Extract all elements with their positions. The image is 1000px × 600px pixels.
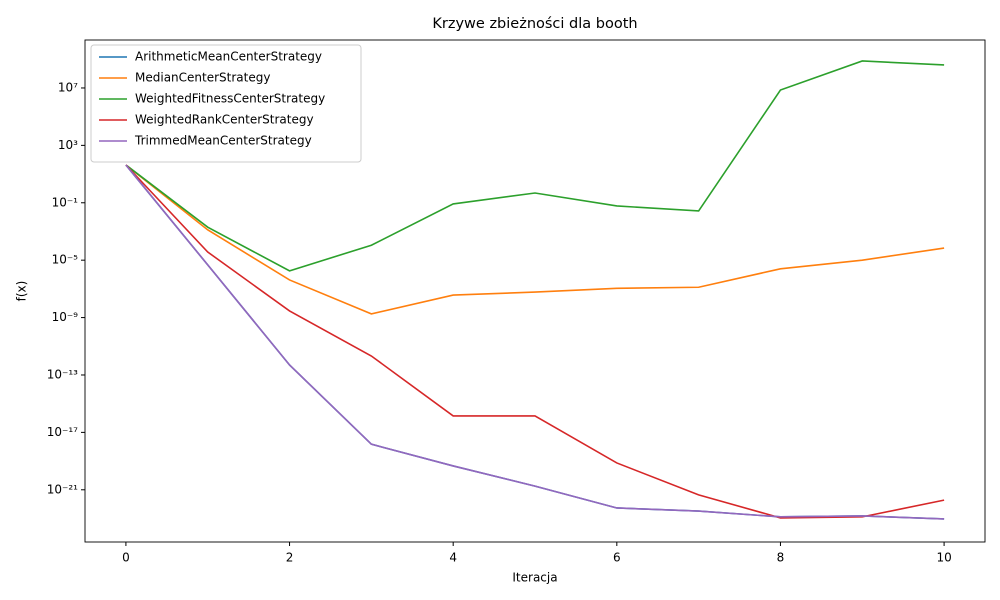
y-tick-label: 10⁻¹³: [47, 367, 78, 381]
x-tick-label: 4: [449, 551, 457, 565]
plot-frame: [84, 39, 986, 543]
y-tick-label: 10⁻¹: [52, 195, 79, 209]
chart-title: Krzywe zbieżności dla booth: [432, 16, 637, 32]
y-tick-label: 10⁻⁹: [52, 310, 79, 324]
x-tick-label: 8: [777, 551, 785, 565]
x-tick-label: 10: [936, 551, 951, 565]
legend-label: MedianCenterStrategy: [135, 71, 270, 85]
x-tick-label: 6: [613, 551, 621, 565]
y-tick-label: 10⁻⁵: [52, 253, 79, 267]
legend-label: ArithmeticMeanCenterStrategy: [135, 50, 322, 64]
y-tick-label: 10⁻²¹: [47, 482, 78, 496]
series-line: [125, 164, 945, 519]
legend-label: WeightedFitnessCenterStrategy: [135, 92, 325, 106]
x-tick-label: 2: [286, 551, 294, 565]
y-tick-label: 10³: [58, 138, 78, 152]
y-axis-label: f(x): [15, 281, 29, 302]
series-line: [125, 164, 945, 315]
legend-label: WeightedRankCenterStrategy: [135, 113, 314, 127]
legend-box: [90, 44, 362, 163]
y-tick-label: 10⁻¹⁷: [47, 425, 78, 439]
series-line: [125, 60, 945, 272]
y-tick-label: 10⁷: [58, 80, 78, 94]
legend-label: TrimmedMeanCenterStrategy: [134, 134, 312, 148]
legend: ArithmeticMeanCenterStrategy MedianCenter…: [90, 44, 362, 163]
x-axis-label: Iteracja: [512, 571, 557, 585]
series-line: [125, 164, 945, 520]
x-tick-label: 0: [122, 551, 130, 565]
